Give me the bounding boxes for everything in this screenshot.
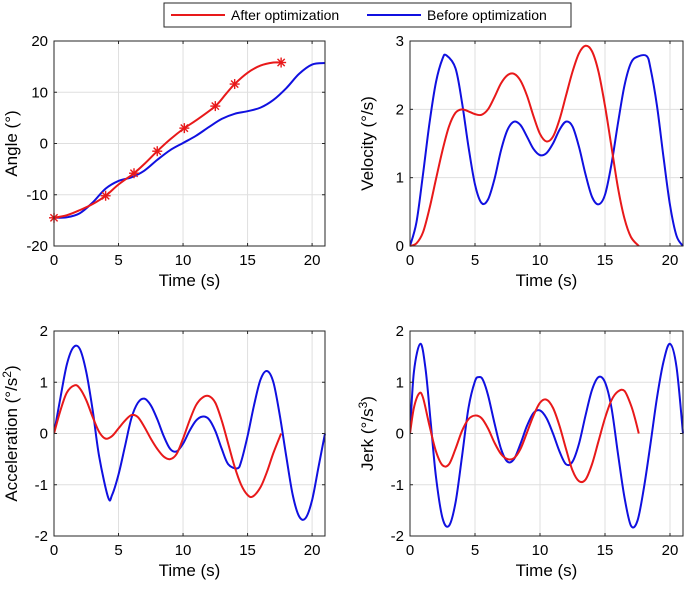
velocity-ytick-label: 1 bbox=[396, 170, 404, 187]
velocity-ytick-label: 2 bbox=[396, 101, 404, 118]
acceleration-ytick-label: -1 bbox=[35, 477, 48, 494]
acceleration-line-after bbox=[54, 384, 283, 499]
jerk-ytick-label: 0 bbox=[396, 426, 404, 443]
angle-ytick-label: -20 bbox=[26, 238, 48, 255]
angle-marker bbox=[276, 57, 287, 68]
angle-marker bbox=[179, 123, 190, 134]
velocity-xlabel: Time (s) bbox=[516, 271, 578, 290]
subplot-jerk: 0 5 10 15 20 -2 -1 0 1 2 Time (s) Jerk (°/s3) bbox=[356, 323, 684, 580]
velocity-xtick-label: 10 bbox=[532, 252, 549, 269]
jerk-xtick-label: 0 bbox=[406, 542, 414, 559]
velocity-xtick-label: 0 bbox=[406, 252, 414, 269]
acceleration-ytick-label: 1 bbox=[40, 374, 48, 391]
legend-label-after: After optimization bbox=[231, 7, 339, 23]
jerk-xlabel: Time (s) bbox=[516, 561, 578, 580]
acceleration-ytick-label: -2 bbox=[35, 528, 48, 545]
acceleration-xlabel: Time (s) bbox=[159, 561, 221, 580]
jerk-ytick-label: 1 bbox=[396, 374, 404, 391]
acceleration-ytick-label: 2 bbox=[40, 323, 48, 340]
angle-marker bbox=[129, 168, 140, 179]
acceleration-ytick-label: 0 bbox=[40, 426, 48, 443]
angle-xtick-label: 15 bbox=[239, 252, 256, 269]
angle-line-after bbox=[54, 61, 282, 219]
jerk-ylabel: Jerk (°/s3) bbox=[356, 396, 377, 471]
jerk-line-after bbox=[410, 388, 640, 484]
angle-marker bbox=[100, 190, 111, 201]
legend: After optimization Before optimization bbox=[163, 2, 572, 28]
velocity-xtick-label: 5 bbox=[471, 252, 479, 269]
velocity-axes-box bbox=[409, 40, 684, 247]
angle-ylabel: Angle (°) bbox=[2, 110, 21, 176]
angle-xtick-label: 0 bbox=[50, 252, 58, 269]
jerk-xtick-label: 5 bbox=[471, 542, 479, 559]
angle-xtick-label: 20 bbox=[304, 252, 321, 269]
jerk-line-before bbox=[410, 342, 684, 529]
velocity-plot-area bbox=[410, 41, 683, 246]
acceleration-line-before bbox=[54, 344, 326, 521]
angle-ytick-label: 0 bbox=[40, 136, 48, 153]
velocity-xtick-label: 15 bbox=[597, 252, 614, 269]
acceleration-xtick-label: 20 bbox=[304, 542, 321, 559]
velocity-xtick-label: 20 bbox=[662, 252, 679, 269]
acceleration-xtick-label: 5 bbox=[114, 542, 122, 559]
angle-xtick-label: 5 bbox=[114, 252, 122, 269]
legend-label-before: Before optimization bbox=[427, 7, 547, 23]
angle-xlabel: Time (s) bbox=[159, 271, 221, 290]
acceleration-xtick-label: 10 bbox=[175, 542, 192, 559]
jerk-xtick-label: 15 bbox=[597, 542, 614, 559]
velocity-line-after bbox=[410, 44, 640, 247]
jerk-xtick-label: 10 bbox=[532, 542, 549, 559]
velocity-ytick-label: 0 bbox=[396, 238, 404, 255]
jerk-ytick-label: 2 bbox=[396, 323, 404, 340]
subplot-angle: 0 5 10 15 20 -20 -10 0 10 20 Time (s) Angle (°) bbox=[2, 33, 326, 290]
angle-ytick-label: 20 bbox=[31, 33, 48, 50]
acceleration-ylabel: Acceleration (°/s2) bbox=[0, 365, 21, 501]
angle-marker bbox=[152, 146, 163, 157]
subplot-velocity: 0 5 10 15 20 0 1 2 3 Time (s) Velocity (°/s) bbox=[358, 33, 684, 290]
acceleration-xtick-label: 15 bbox=[239, 542, 256, 559]
angle-line-before bbox=[54, 62, 326, 219]
velocity-ylabel: Velocity (°/s) bbox=[358, 96, 377, 191]
subplot-acceleration: 0 5 10 15 20 -2 -1 0 1 2 Time (s) Acceleration (°/s… bbox=[0, 323, 326, 580]
angle-xtick-label: 10 bbox=[175, 252, 192, 269]
angle-marker bbox=[229, 79, 240, 90]
jerk-xtick-label: 20 bbox=[662, 542, 679, 559]
jerk-ytick-label: -1 bbox=[391, 477, 404, 494]
velocity-ytick-label: 3 bbox=[396, 33, 404, 50]
angle-ytick-label: 10 bbox=[31, 84, 48, 101]
angle-ytick-label: -10 bbox=[26, 187, 48, 204]
acceleration-xtick-label: 0 bbox=[50, 542, 58, 559]
velocity-line-before bbox=[410, 53, 684, 247]
jerk-ytick-label: -2 bbox=[391, 528, 404, 545]
angle-marker bbox=[210, 101, 221, 112]
